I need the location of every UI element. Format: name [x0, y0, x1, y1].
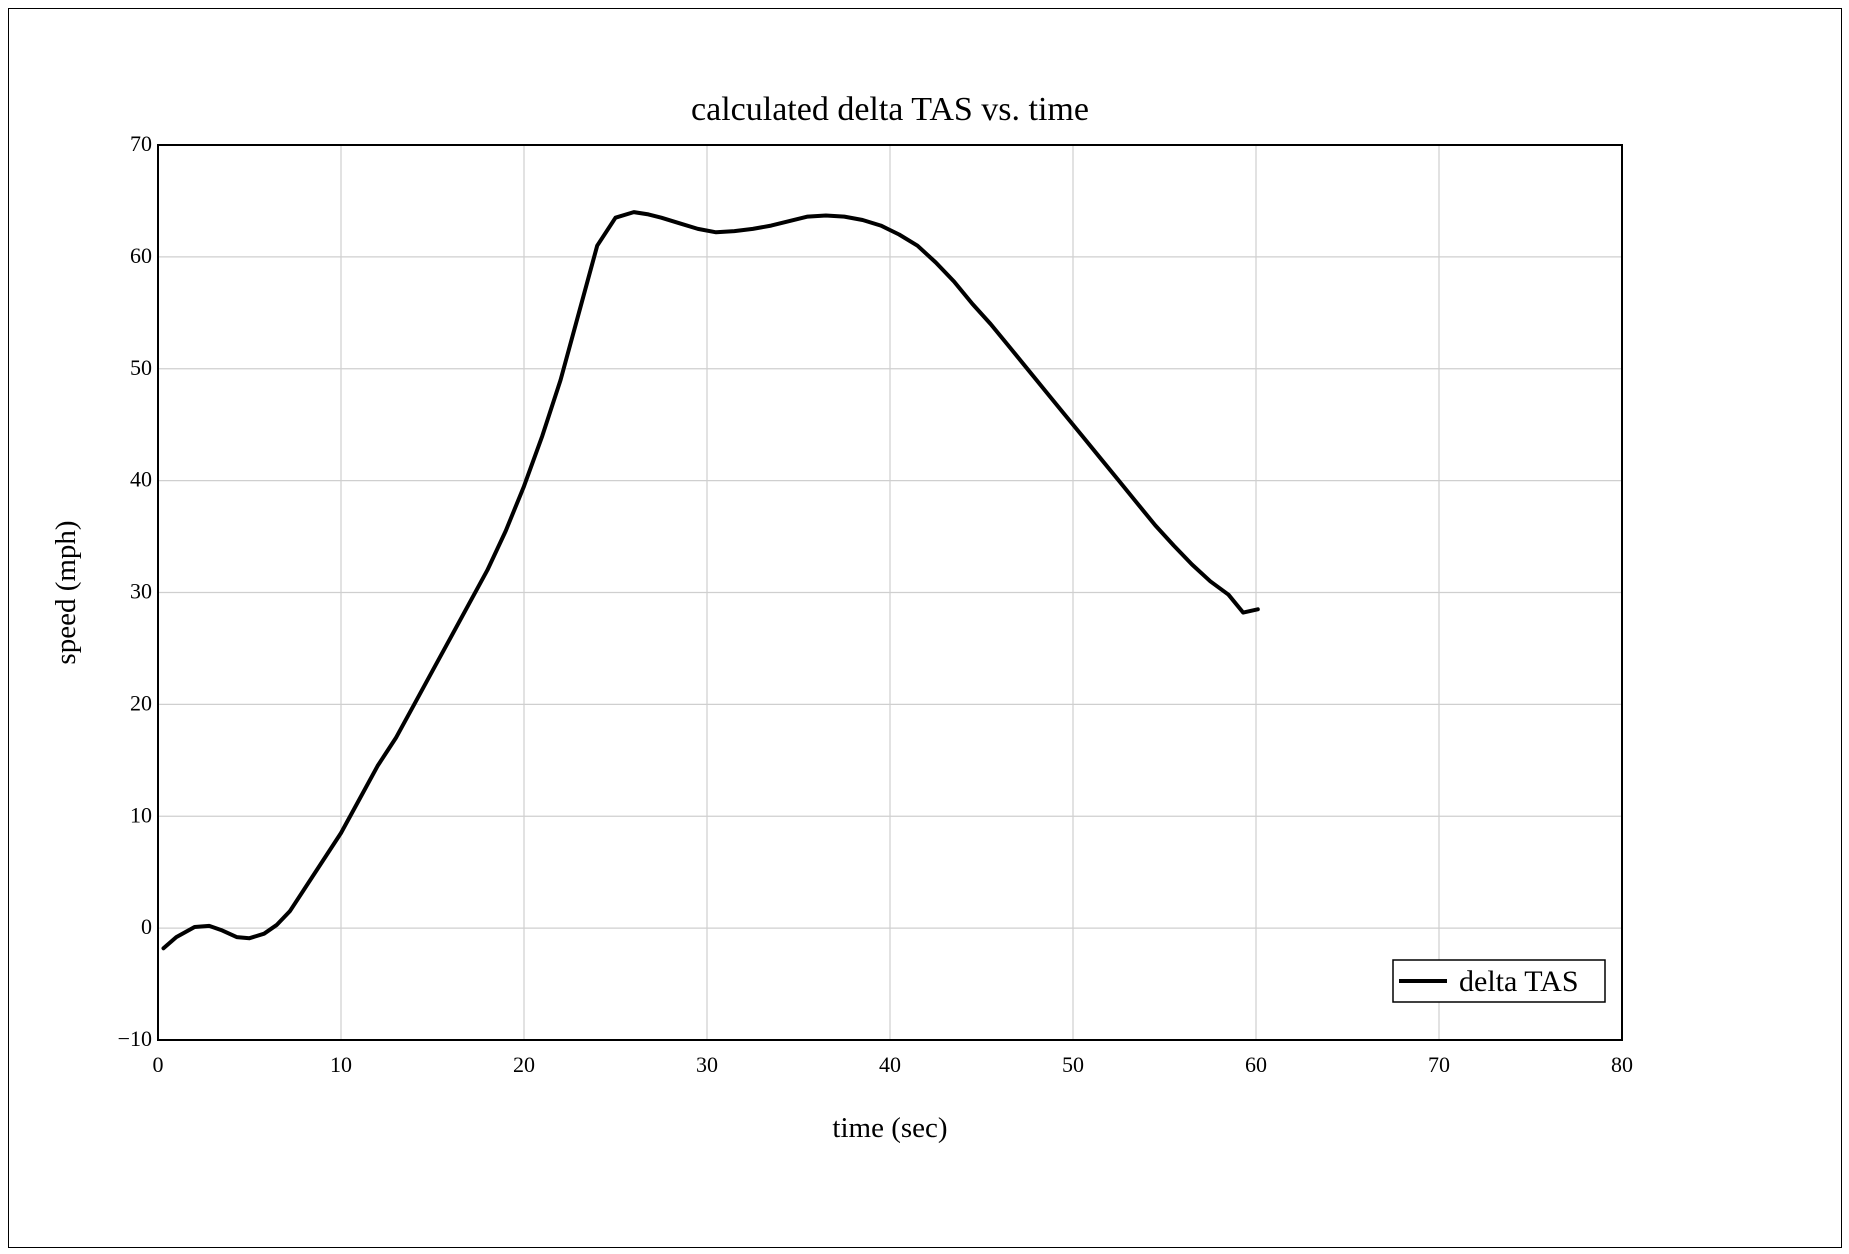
series-group — [161, 210, 1260, 951]
x-tick-label: 60 — [1245, 1052, 1267, 1077]
y-tick-label: 20 — [130, 690, 152, 715]
y-tick-label: 10 — [130, 802, 152, 827]
y-tick-label: 0 — [141, 914, 152, 939]
x-tick-label: 30 — [696, 1052, 718, 1077]
y-axis-label: speed (mph) — [50, 520, 82, 664]
series-line-delta-tas — [161, 210, 1260, 951]
y-tick-label: −10 — [118, 1026, 152, 1051]
x-tick-label: 70 — [1428, 1052, 1450, 1077]
chart-frame — [8, 8, 1842, 1248]
y-axis-ticks: −10 0 10 20 30 40 50 60 70 — [118, 131, 152, 1051]
x-axis-label: time (sec) — [832, 1112, 947, 1144]
y-tick-label: 60 — [130, 243, 152, 268]
y-tick-label: 50 — [130, 355, 152, 380]
x-tick-label: 0 — [153, 1052, 164, 1077]
x-tick-label: 20 — [513, 1052, 535, 1077]
legend-label-delta-tas: delta TAS — [1459, 965, 1579, 998]
x-tick-label: 50 — [1062, 1052, 1084, 1077]
x-tick-label: 40 — [879, 1052, 901, 1077]
x-tick-label: 10 — [330, 1052, 352, 1077]
y-tick-label: 30 — [130, 579, 152, 604]
x-axis-ticks: 0 10 20 30 40 50 60 70 80 — [153, 1052, 1634, 1077]
legend: delta TAS — [1392, 959, 1606, 1003]
chart-title: calculated delta TAS vs. time — [691, 91, 1089, 128]
y-tick-label: 70 — [130, 131, 152, 156]
y-tick-label: 40 — [130, 467, 152, 492]
grid — [157, 144, 1623, 1041]
plot-area-border — [157, 144, 1623, 1041]
x-tick-label: 80 — [1611, 1052, 1633, 1077]
